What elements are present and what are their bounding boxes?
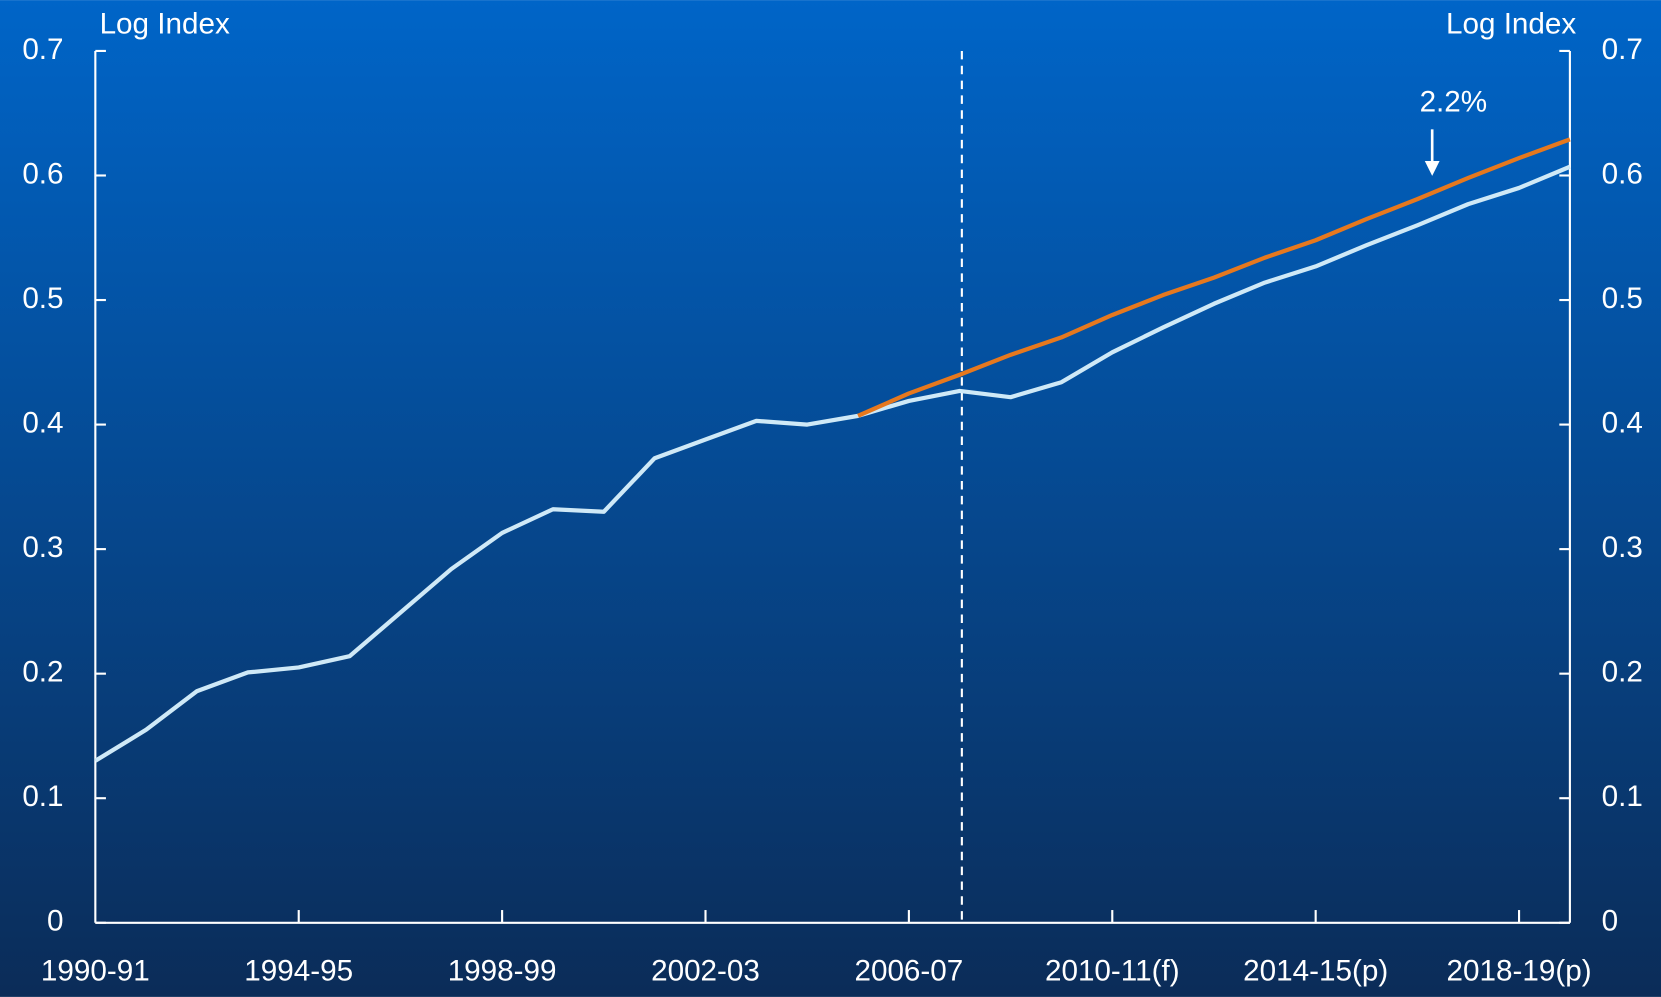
y2-tick-label: 0: [1602, 905, 1619, 938]
y2-tick-label: 0.7: [1602, 33, 1643, 66]
y-axis-label: Log Index: [100, 7, 230, 40]
y-tick-label: 0.3: [22, 531, 63, 564]
y-tick-label: 0.6: [22, 157, 63, 190]
annotation-arrowhead: [1424, 161, 1440, 176]
y2-axis-label: Log Index: [1446, 7, 1576, 40]
x-tick-label: 2006-07: [854, 954, 963, 987]
y2-tick-label: 0.5: [1602, 282, 1643, 315]
x-tick-label: 2018-19(p): [1447, 954, 1592, 987]
x-tick-label: 2002-03: [651, 954, 760, 987]
series-line: [94, 164, 1571, 763]
y-tick-label: 0.2: [22, 655, 63, 688]
x-tick-label: 1990-91: [41, 954, 150, 987]
y-tick-label: 0.5: [22, 282, 63, 315]
y2-tick-label: 0.6: [1602, 157, 1643, 190]
y2-tick-label: 0.4: [1602, 406, 1643, 439]
y2-tick-label: 0.2: [1602, 655, 1643, 688]
series-line: [857, 137, 1571, 418]
x-tick-label: 1998-99: [448, 954, 557, 987]
x-tick-label: 1994-95: [244, 954, 353, 987]
y-tick-label: 0: [47, 905, 63, 938]
y-tick-label: 0.4: [22, 406, 63, 439]
y-tick-label: 0.7: [22, 33, 63, 66]
x-tick-label: 2010-11(f): [1045, 954, 1180, 987]
y-tick-label: 0.1: [22, 780, 63, 813]
y2-tick-label: 0.1: [1602, 780, 1643, 813]
x-tick-label: 2014-15(p): [1243, 954, 1388, 987]
y2-tick-label: 0.3: [1602, 531, 1643, 564]
annotation: 2.2%: [1420, 86, 1488, 119]
